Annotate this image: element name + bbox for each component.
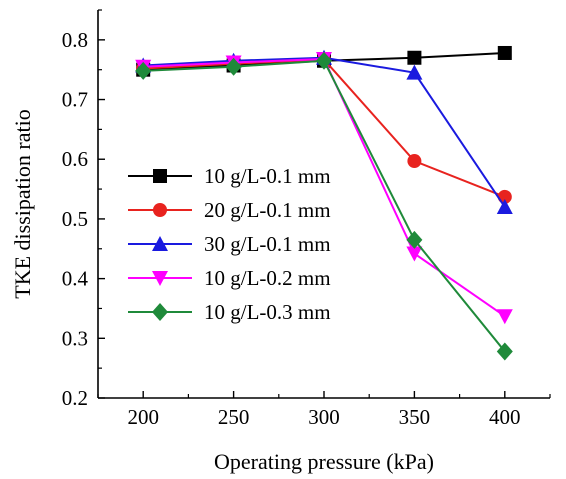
x-axis-title: Operating pressure (kPa) <box>214 449 434 474</box>
data-point <box>407 50 422 65</box>
x-tick-label: 250 <box>218 405 250 429</box>
data-point <box>135 61 152 80</box>
x-axis: 200 250 300 350 400 <box>97 391 551 429</box>
series-5 <box>135 51 513 361</box>
data-point <box>406 246 423 262</box>
y-tick-label: 0.2 <box>62 386 88 410</box>
legend-item: 30 g/L-0.1 mm <box>128 232 331 256</box>
legend-item: 10 g/L-0.2 mm <box>128 266 331 290</box>
data-point <box>496 309 513 325</box>
legend-label: 10 g/L-0.2 mm <box>204 266 331 290</box>
data-point <box>496 198 513 214</box>
legend: 10 g/L-0.1 mm 20 g/L-0.1 mm 30 g/L-0.1 mm 1… <box>128 164 331 324</box>
legend-item: 10 g/L-0.1 mm <box>128 164 331 188</box>
x-tick-label: 300 <box>308 405 340 429</box>
series-3 <box>135 49 513 214</box>
y-tick-label: 0.4 <box>62 267 89 291</box>
y-axis: 0.2 0.3 0.4 0.5 0.6 0.7 0.8 <box>62 9 105 410</box>
y-tick-label: 0.3 <box>62 326 88 350</box>
legend-label: 10 g/L-0.3 mm <box>204 300 331 324</box>
legend-marker <box>152 271 168 286</box>
legend-item: 10 g/L-0.3 mm <box>128 300 331 324</box>
data-point <box>496 342 513 361</box>
legend-marker <box>153 203 167 217</box>
data-point <box>225 57 242 76</box>
y-tick-label: 0.7 <box>62 88 88 112</box>
legend-marker <box>152 303 168 321</box>
data-point <box>406 230 423 249</box>
y-tick-label: 0.8 <box>62 28 88 52</box>
y-axis-title: TKE dissipation ratio <box>10 109 35 298</box>
data-point <box>406 64 423 80</box>
legend-label: 10 g/L-0.1 mm <box>204 164 331 188</box>
y-tick-label: 0.6 <box>62 147 88 171</box>
legend-label: 30 g/L-0.1 mm <box>204 232 331 256</box>
x-tick-label: 200 <box>127 405 159 429</box>
series-layer <box>135 45 513 361</box>
y-tick-label: 0.5 <box>62 207 88 231</box>
legend-marker <box>152 236 168 251</box>
data-point <box>316 51 332 70</box>
data-point <box>407 154 422 169</box>
x-tick-label: 400 <box>489 405 521 429</box>
data-point <box>497 45 512 60</box>
x-tick-label: 350 <box>399 405 431 429</box>
legend-marker <box>153 169 167 183</box>
legend-item: 20 g/L-0.1 mm <box>128 198 331 222</box>
legend-label: 20 g/L-0.1 mm <box>204 198 331 222</box>
